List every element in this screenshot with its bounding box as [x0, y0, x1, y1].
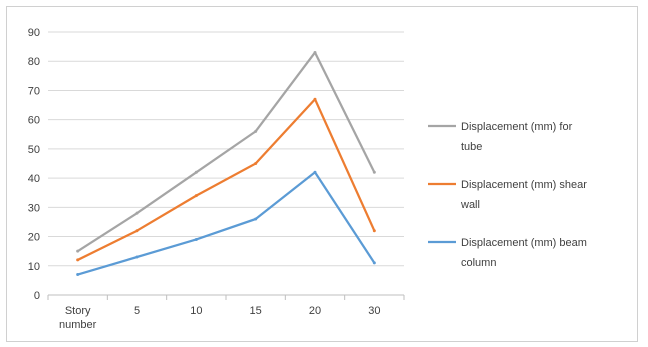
- y-tick-label: 10: [28, 261, 40, 273]
- data-point: [254, 217, 258, 221]
- data-point: [372, 261, 376, 265]
- data-point: [194, 170, 198, 174]
- y-tick-label: 60: [28, 115, 40, 127]
- data-point: [313, 50, 317, 54]
- data-point: [135, 255, 139, 259]
- data-point: [135, 229, 139, 233]
- legend-label-1: Displacement (mm) shear wall: [460, 179, 587, 211]
- data-point: [372, 229, 376, 233]
- data-point: [194, 194, 198, 198]
- x-tick-label: 15: [250, 305, 262, 317]
- series-line-0: [77, 51, 376, 253]
- x-tick-label: 30: [368, 305, 380, 317]
- y-tick-label: 50: [28, 144, 40, 156]
- legend-label-2: Displacement (mm) beam column: [461, 237, 587, 269]
- series-line-2: [77, 171, 376, 276]
- data-point: [135, 211, 139, 215]
- data-point: [76, 249, 80, 253]
- data-point: [194, 237, 198, 241]
- data-point: [372, 170, 376, 174]
- y-tick-label: 30: [28, 202, 40, 214]
- y-tick-label: 70: [28, 85, 40, 97]
- data-point: [76, 258, 80, 262]
- y-tick-label: 80: [28, 56, 40, 68]
- legend-label-0: Displacement (mm) for tube: [461, 121, 573, 153]
- x-tick-label: 10: [190, 305, 202, 317]
- data-point: [313, 97, 317, 101]
- x-tick-label: 5: [134, 305, 140, 317]
- data-point: [76, 273, 80, 277]
- x-tick-label: Story number: [59, 305, 97, 331]
- data-point: [313, 170, 317, 174]
- x-tick-label: 20: [309, 305, 321, 317]
- y-tick-label: 40: [28, 173, 40, 185]
- y-tick-label: 90: [28, 27, 40, 39]
- y-tick-label: 20: [28, 232, 40, 244]
- y-tick-label: 0: [34, 290, 40, 302]
- series-line-1: [77, 98, 376, 261]
- data-point: [254, 162, 258, 165]
- data-point: [254, 129, 258, 133]
- chart-frame: [6, 6, 638, 342]
